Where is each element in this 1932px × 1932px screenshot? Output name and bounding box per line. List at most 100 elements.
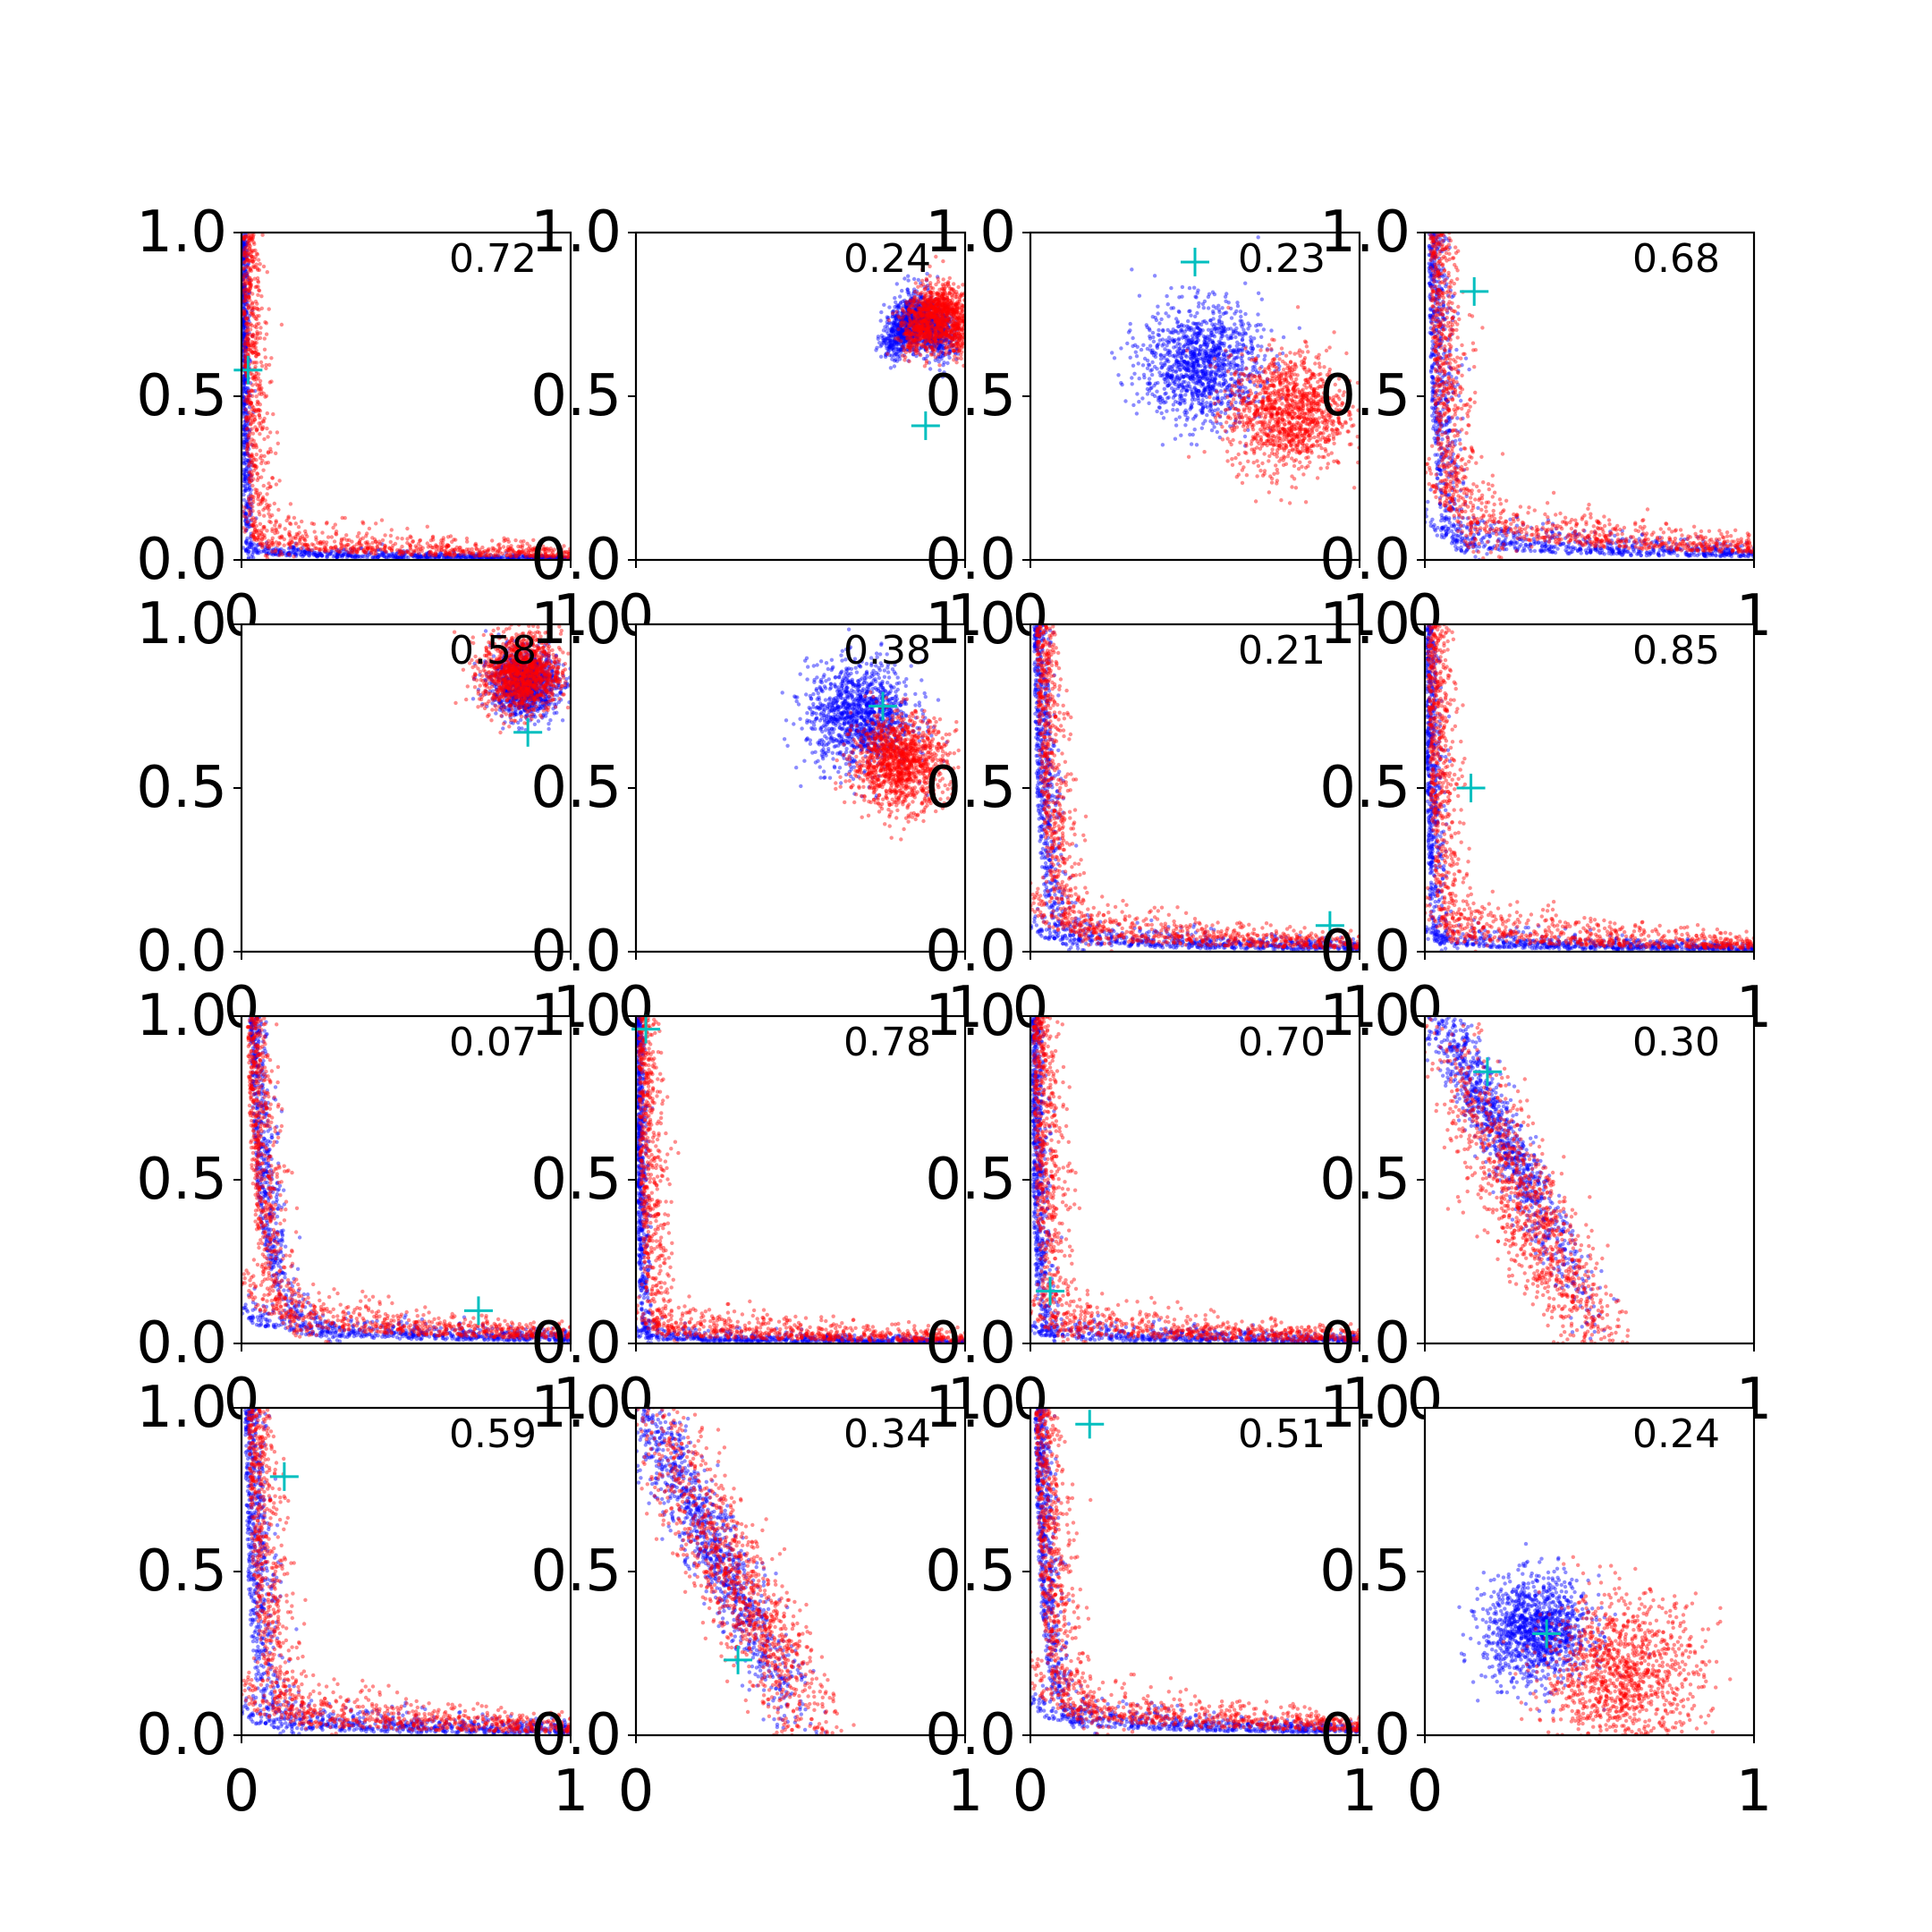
blue-point <box>242 312 246 317</box>
blue-point <box>245 473 250 479</box>
red-point <box>389 528 394 532</box>
red-point <box>253 464 258 469</box>
blue-point <box>243 460 249 465</box>
red-point <box>252 276 257 281</box>
red-point <box>934 338 938 343</box>
red-point <box>273 530 277 536</box>
blue-point <box>245 412 250 418</box>
blue-point <box>477 555 482 559</box>
blue-point <box>264 551 269 555</box>
red-point <box>255 322 259 326</box>
blue-point <box>391 551 395 556</box>
red-point <box>267 546 271 550</box>
blue-point <box>246 397 250 402</box>
red-point <box>410 552 414 556</box>
blue-point <box>247 479 251 483</box>
red-point <box>919 292 923 296</box>
y-tick-label: 0.0 <box>530 527 622 593</box>
red-point <box>956 318 961 323</box>
blue-point <box>469 553 473 557</box>
blue-point <box>313 550 318 555</box>
blue-point <box>247 313 252 318</box>
red-point <box>395 536 400 540</box>
red-point <box>543 547 547 552</box>
red-point <box>256 352 260 357</box>
red-point <box>256 407 261 412</box>
blue-point <box>275 548 279 553</box>
blue-point <box>242 343 246 347</box>
red-point <box>309 547 314 553</box>
red-point <box>441 544 445 549</box>
red-point <box>267 503 272 508</box>
red-point <box>300 519 304 524</box>
red-point <box>252 377 257 382</box>
blue-point <box>243 299 249 304</box>
red-point <box>250 460 255 464</box>
red-point <box>247 281 252 286</box>
blue-point <box>325 555 329 559</box>
red-point <box>496 553 501 558</box>
blue-point <box>253 546 258 550</box>
red-point <box>257 352 261 357</box>
blue-point <box>318 550 322 555</box>
blue-point <box>251 410 256 415</box>
red-point <box>266 450 271 454</box>
red-point <box>526 547 531 551</box>
blue-point <box>469 555 473 559</box>
red-point <box>302 543 307 547</box>
red-point <box>258 499 263 504</box>
blue-point <box>274 546 278 551</box>
red-point <box>428 538 434 543</box>
blue-point <box>243 240 248 245</box>
red-point <box>411 538 415 544</box>
red-point <box>497 546 502 550</box>
red-point <box>447 552 452 557</box>
red-point <box>426 545 431 549</box>
red-point <box>487 547 491 551</box>
blue-point <box>277 550 282 555</box>
red-point <box>419 547 423 552</box>
blue-point <box>288 550 292 555</box>
red-point <box>244 256 249 260</box>
blue-point <box>247 522 251 527</box>
blue-point <box>246 401 250 406</box>
blue-point <box>242 263 246 267</box>
red-point <box>255 306 259 310</box>
red-point <box>928 296 933 301</box>
red-point <box>265 492 269 496</box>
blue-point <box>243 374 248 378</box>
red-point <box>242 250 247 255</box>
red-point <box>246 281 250 285</box>
red-point <box>242 234 246 240</box>
red-point <box>437 545 442 549</box>
red-point <box>387 546 393 551</box>
blue-point <box>242 484 248 488</box>
blue-point <box>517 555 521 560</box>
red-point <box>532 547 537 553</box>
red-point <box>262 513 267 518</box>
red-point <box>266 461 270 465</box>
blue-point <box>249 534 253 538</box>
blue-point <box>360 554 365 558</box>
red-point <box>242 282 248 286</box>
red-point <box>257 314 261 318</box>
blue-point <box>423 554 428 558</box>
red-point <box>248 332 252 337</box>
blue-point <box>249 460 253 464</box>
red-point <box>497 542 502 547</box>
red-point <box>919 314 923 318</box>
red-point <box>547 547 551 552</box>
red-point <box>255 314 259 318</box>
blue-point <box>535 555 540 559</box>
blue-point <box>558 555 564 560</box>
red-point <box>365 541 369 547</box>
blue-point <box>242 275 248 279</box>
red-point <box>516 544 521 549</box>
blue-point <box>480 555 485 560</box>
red-point <box>305 547 309 552</box>
blue-point <box>894 332 898 337</box>
blue-point <box>277 548 283 554</box>
red-point <box>252 537 258 541</box>
blue-point <box>243 353 248 358</box>
blue-point <box>288 546 292 550</box>
